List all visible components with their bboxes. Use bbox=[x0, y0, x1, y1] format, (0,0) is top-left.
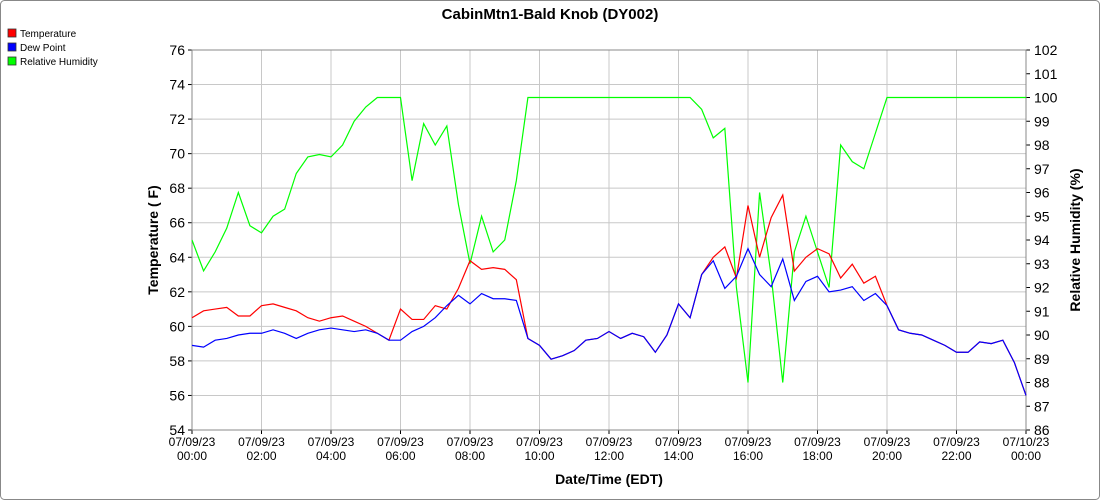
x-tick-label: 07/09/23 10:00 bbox=[516, 435, 563, 463]
x-tick-label: 07/09/23 00:00 bbox=[169, 435, 216, 463]
x-tick-label: 07/09/23 02:00 bbox=[238, 435, 285, 463]
legend-label: Relative Humidity bbox=[20, 57, 98, 68]
y-tick-label: 74 bbox=[169, 77, 185, 93]
y-tick-label: 62 bbox=[169, 284, 185, 300]
x-tick-label: 07/09/23 08:00 bbox=[447, 435, 494, 463]
y-tick-label: 70 bbox=[169, 146, 185, 162]
x-tick-label: 07/10/23 00:00 bbox=[1003, 435, 1050, 463]
y2-tick-label: 86 bbox=[1034, 422, 1050, 438]
y2-tick-label: 100 bbox=[1034, 90, 1058, 106]
y-tick-label: 72 bbox=[169, 111, 185, 127]
y-axis-label: Temperature ( F) bbox=[145, 185, 161, 294]
y2-tick-label: 94 bbox=[1034, 232, 1050, 248]
y2-tick-label: 97 bbox=[1034, 161, 1050, 177]
y-tick-label: 56 bbox=[169, 387, 185, 403]
legend-label: Dew Point bbox=[20, 43, 66, 54]
x-tick-label: 07/09/23 12:00 bbox=[586, 435, 633, 463]
y2-tick-label: 87 bbox=[1034, 398, 1050, 414]
chart-title: CabinMtn1-Bald Knob (DY002) bbox=[442, 6, 659, 23]
x-tick-label: 07/09/23 06:00 bbox=[377, 435, 424, 463]
y2-tick-label: 93 bbox=[1034, 256, 1050, 272]
y2-tick-label: 96 bbox=[1034, 185, 1050, 201]
series-line bbox=[191, 247, 1027, 396]
y2-tick-label: 88 bbox=[1034, 375, 1050, 391]
y2-tick-label: 90 bbox=[1034, 327, 1050, 343]
x-tick-label: 07/09/23 18:00 bbox=[794, 435, 841, 463]
y2-tick-label: 92 bbox=[1034, 280, 1050, 296]
y-tick-label: 58 bbox=[169, 353, 185, 369]
series-line bbox=[191, 96, 1026, 383]
y2-tick-label: 102 bbox=[1034, 42, 1058, 58]
x-tick-label: 07/09/23 14:00 bbox=[655, 435, 702, 463]
y-tick-label: 54 bbox=[169, 422, 185, 438]
x-tick-label: 07/09/23 20:00 bbox=[864, 435, 911, 463]
x-tick-label: 07/09/23 04:00 bbox=[308, 435, 355, 463]
y2-tick-label: 99 bbox=[1034, 113, 1050, 129]
y-tick-label: 68 bbox=[169, 180, 185, 196]
y2-tick-label: 101 bbox=[1034, 66, 1058, 82]
y2-axis-label: Relative Humidity (%) bbox=[1067, 168, 1083, 311]
y2-tick-label: 91 bbox=[1034, 303, 1050, 319]
legend-swatch bbox=[7, 28, 17, 38]
legend-swatch bbox=[7, 56, 17, 66]
y-tick-label: 64 bbox=[169, 249, 185, 265]
y-tick-label: 60 bbox=[169, 318, 185, 334]
y-tick-label: 76 bbox=[169, 42, 185, 58]
legend-swatch bbox=[7, 42, 17, 52]
y2-tick-label: 98 bbox=[1034, 137, 1050, 153]
x-tick-label: 07/09/23 22:00 bbox=[933, 435, 980, 463]
legend-label: Temperature bbox=[20, 29, 77, 40]
y2-tick-label: 89 bbox=[1034, 351, 1050, 367]
x-axis-label: Date/Time (EDT) bbox=[555, 471, 663, 487]
y-tick-label: 66 bbox=[169, 215, 185, 231]
x-tick-label: 07/09/23 16:00 bbox=[725, 435, 772, 463]
y2-tick-label: 95 bbox=[1034, 208, 1050, 224]
